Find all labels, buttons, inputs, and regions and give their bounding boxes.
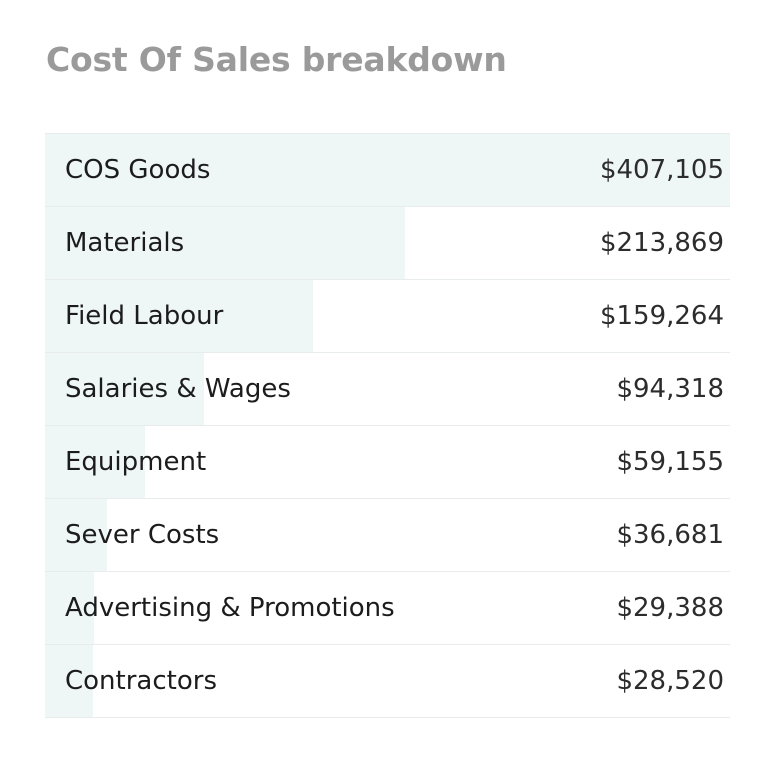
bar	[45, 645, 93, 717]
category-label: Salaries & Wages	[65, 374, 291, 404]
breakdown-table: COS Goods $407,105 Materials $213,869 Field …	[45, 133, 730, 718]
value-label: $36,681	[616, 520, 724, 550]
bar	[45, 499, 107, 571]
value-label: $59,155	[616, 447, 724, 477]
value-label: $94,318	[616, 374, 724, 404]
table-row: Advertising & Promotions $29,388	[45, 572, 730, 645]
bar	[45, 280, 313, 352]
bar	[45, 207, 405, 279]
value-label: $28,520	[616, 666, 724, 696]
category-label: COS Goods	[65, 155, 211, 185]
table-row: Materials $213,869	[45, 207, 730, 280]
bar	[45, 353, 204, 425]
table-row: Sever Costs $36,681	[45, 499, 730, 572]
table-row: Field Labour $159,264	[45, 280, 730, 353]
bar	[45, 426, 145, 498]
value-label: $159,264	[599, 301, 724, 331]
table-row: Contractors $28,520	[45, 645, 730, 718]
chart-title: Cost Of Sales breakdown	[46, 40, 507, 79]
bar	[45, 572, 95, 644]
bar	[45, 134, 730, 206]
value-label: $29,388	[616, 593, 724, 623]
category-label: Sever Costs	[65, 520, 220, 550]
table-row: COS Goods $407,105	[45, 134, 730, 207]
category-label: Field Labour	[65, 301, 224, 331]
category-label: Equipment	[65, 447, 207, 477]
value-label: $407,105	[599, 155, 724, 185]
table-row: Equipment $59,155	[45, 426, 730, 499]
value-label: $213,869	[599, 228, 724, 258]
category-label: Materials	[65, 228, 185, 258]
category-label: Advertising & Promotions	[65, 593, 395, 623]
table-row: Salaries & Wages $94,318	[45, 353, 730, 426]
category-label: Contractors	[65, 666, 217, 696]
